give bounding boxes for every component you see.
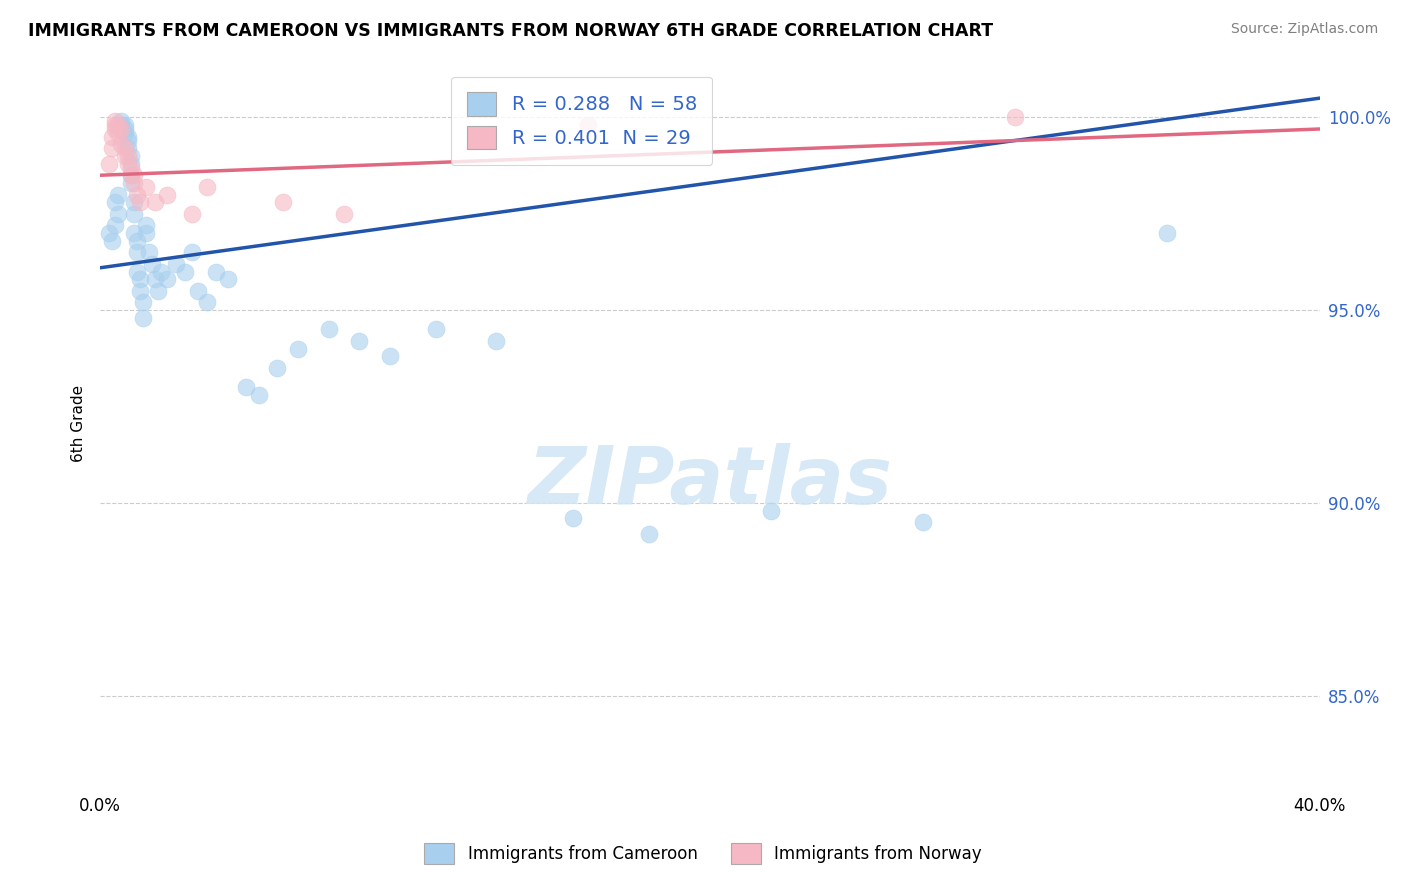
Point bbox=[132, 310, 155, 325]
Point bbox=[143, 195, 166, 210]
Point bbox=[128, 284, 150, 298]
Point bbox=[104, 122, 127, 136]
Point bbox=[107, 126, 129, 140]
Point bbox=[107, 207, 129, 221]
Point bbox=[156, 272, 179, 286]
Point bbox=[318, 322, 340, 336]
Point bbox=[120, 176, 142, 190]
Point bbox=[174, 265, 197, 279]
Point bbox=[135, 219, 157, 233]
Point bbox=[187, 284, 209, 298]
Point bbox=[235, 380, 257, 394]
Point bbox=[114, 141, 136, 155]
Point bbox=[122, 226, 145, 240]
Point bbox=[110, 122, 132, 136]
Point bbox=[122, 168, 145, 182]
Point bbox=[128, 195, 150, 210]
Point bbox=[122, 176, 145, 190]
Point bbox=[271, 195, 294, 210]
Point bbox=[128, 272, 150, 286]
Point bbox=[104, 195, 127, 210]
Point bbox=[125, 187, 148, 202]
Point bbox=[1004, 111, 1026, 125]
Point bbox=[759, 503, 782, 517]
Point bbox=[912, 515, 935, 529]
Point bbox=[98, 226, 121, 240]
Point bbox=[120, 157, 142, 171]
Point bbox=[138, 245, 160, 260]
Point bbox=[425, 322, 447, 336]
Point bbox=[117, 157, 139, 171]
Point bbox=[120, 149, 142, 163]
Point bbox=[205, 265, 228, 279]
Point bbox=[287, 342, 309, 356]
Point bbox=[132, 295, 155, 310]
Point bbox=[120, 168, 142, 182]
Text: Source: ZipAtlas.com: Source: ZipAtlas.com bbox=[1230, 22, 1378, 37]
Point bbox=[1156, 226, 1178, 240]
Point bbox=[101, 141, 124, 155]
Point bbox=[561, 511, 583, 525]
Point bbox=[266, 361, 288, 376]
Point bbox=[117, 134, 139, 148]
Point bbox=[110, 137, 132, 152]
Point bbox=[110, 118, 132, 132]
Point bbox=[180, 245, 202, 260]
Point bbox=[217, 272, 239, 286]
Point bbox=[110, 114, 132, 128]
Point bbox=[107, 187, 129, 202]
Point bbox=[165, 257, 187, 271]
Point bbox=[114, 126, 136, 140]
Point bbox=[146, 284, 169, 298]
Point bbox=[101, 129, 124, 144]
Text: ZIPatlas: ZIPatlas bbox=[527, 443, 893, 521]
Point bbox=[104, 114, 127, 128]
Point bbox=[333, 207, 356, 221]
Point bbox=[135, 226, 157, 240]
Point bbox=[114, 118, 136, 132]
Point bbox=[122, 207, 145, 221]
Point bbox=[104, 118, 127, 132]
Point bbox=[195, 295, 218, 310]
Point bbox=[378, 350, 401, 364]
Point bbox=[104, 219, 127, 233]
Point bbox=[117, 149, 139, 163]
Point bbox=[125, 245, 148, 260]
Text: IMMIGRANTS FROM CAMEROON VS IMMIGRANTS FROM NORWAY 6TH GRADE CORRELATION CHART: IMMIGRANTS FROM CAMEROON VS IMMIGRANTS F… bbox=[28, 22, 993, 40]
Point bbox=[141, 257, 163, 271]
Point bbox=[125, 265, 148, 279]
Point bbox=[638, 526, 661, 541]
Point bbox=[110, 122, 132, 136]
Point bbox=[120, 168, 142, 182]
Point bbox=[122, 195, 145, 210]
Point bbox=[117, 141, 139, 155]
Point bbox=[101, 234, 124, 248]
Point bbox=[156, 187, 179, 202]
Point bbox=[117, 129, 139, 144]
Point bbox=[150, 265, 173, 279]
Y-axis label: 6th Grade: 6th Grade bbox=[72, 385, 86, 462]
Point bbox=[107, 118, 129, 132]
Legend: R = 0.288   N = 58, R = 0.401  N = 29: R = 0.288 N = 58, R = 0.401 N = 29 bbox=[451, 77, 713, 165]
Point bbox=[247, 388, 270, 402]
Point bbox=[114, 149, 136, 163]
Point bbox=[120, 161, 142, 175]
Point bbox=[125, 234, 148, 248]
Point bbox=[180, 207, 202, 221]
Point bbox=[143, 272, 166, 286]
Point bbox=[195, 179, 218, 194]
Point bbox=[576, 118, 599, 132]
Legend: Immigrants from Cameroon, Immigrants from Norway: Immigrants from Cameroon, Immigrants fro… bbox=[418, 837, 988, 871]
Point bbox=[349, 334, 371, 348]
Point bbox=[114, 122, 136, 136]
Point bbox=[98, 157, 121, 171]
Point bbox=[485, 334, 508, 348]
Point bbox=[135, 179, 157, 194]
